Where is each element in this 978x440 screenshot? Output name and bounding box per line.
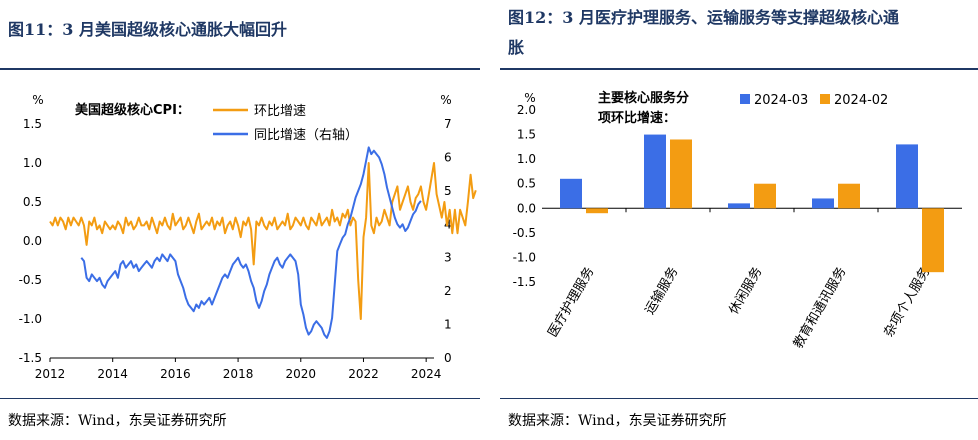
legend-title: 美国超级核心CPI： <box>75 102 190 118</box>
bar-y-tick-label: -1.5 <box>513 275 536 289</box>
series-line-yoy <box>80 146 422 339</box>
bar-y-tick-label: 1.5 <box>517 128 536 142</box>
x-tick-label: 2024 <box>411 367 442 381</box>
bar-2024-03-3 <box>812 198 834 209</box>
bar-legend-title-line1: 主要核心服务分 <box>598 90 689 106</box>
bar-category-label: 教育和通讯服务 <box>790 264 849 351</box>
left-y-tick-label: -0.5 <box>19 273 42 287</box>
right-y-tick-label: 2 <box>444 284 452 298</box>
right-y-tick-label: 5 <box>444 184 452 198</box>
bar-2024-02-1 <box>670 139 692 209</box>
left-y-tick-label: -1.5 <box>19 351 42 365</box>
legend-label-yoy: 同比增速（右轴） <box>254 128 358 143</box>
bar-legend-swatch-2024-03 <box>740 94 750 104</box>
bar-category-label: 运输服务 <box>642 264 682 317</box>
right-y-tick-label: 0 <box>444 351 452 365</box>
bar-y-tick-label: -1.0 <box>513 250 536 264</box>
bar-y-tick-label: 0.5 <box>517 177 536 191</box>
right-y-tick-label: 7 <box>444 117 452 131</box>
bar-2024-03-1 <box>644 134 666 209</box>
left-y-tick-label: 0.0 <box>23 234 42 248</box>
bar-category-label: 休闲服务 <box>726 264 766 317</box>
figure-12-bottom-rule <box>500 398 978 399</box>
right-y-unit: % <box>440 93 451 107</box>
bar-category-label: 医疗护理服务 <box>545 264 598 340</box>
figure-11-source: 数据来源：Wind，东吴证券研究所 <box>8 413 227 429</box>
bar-y-unit: % <box>524 91 535 105</box>
legend-label-mom: 环比增速 <box>254 104 306 119</box>
figure-11-title: 图11：3 月美国超级核心通胀大幅回升 <box>8 15 287 45</box>
bar-2024-02-0 <box>586 208 608 214</box>
bar-legend-label-2024-03: 2024-03 <box>754 93 808 108</box>
left-y-tick-label: 1.0 <box>23 156 42 170</box>
figure-11-panel: 图11：3 月美国超级核心通胀大幅回升 % % 美国超级核心CPI： 环比增速 … <box>0 0 480 440</box>
left-y-unit: % <box>32 93 43 107</box>
bar-category-label: 杂项个人服务 <box>881 264 934 340</box>
bar-y-tick-label: 2.0 <box>517 103 536 117</box>
left-y-tick-label: 1.5 <box>23 117 42 131</box>
bar-2024-02-4 <box>922 208 944 273</box>
right-y-tick-label: 6 <box>444 150 452 164</box>
x-tick-label: 2016 <box>160 367 191 381</box>
bar-legend-label-2024-02: 2024-02 <box>834 93 888 108</box>
x-tick-label: 2014 <box>97 367 128 381</box>
figure-12-top-rule <box>500 68 978 70</box>
bar-legend-swatch-2024-02 <box>820 94 830 104</box>
x-tick-label: 2018 <box>223 367 254 381</box>
bar-y-tick-label: 0.0 <box>517 201 536 215</box>
figure-12-source: 数据来源：Wind，东吴证券研究所 <box>508 413 727 429</box>
x-tick-label: 2020 <box>286 367 317 381</box>
figure-12-title-line1: 3 月医疗护理服务、运输服务等支撑超级核心通 <box>562 8 899 27</box>
bar-2024-02-2 <box>754 183 776 209</box>
x-tick-label: 2022 <box>348 367 379 381</box>
bar-2024-03-4 <box>896 144 918 209</box>
series-line-mom <box>49 162 477 320</box>
figure-11-number: 图11： <box>8 20 63 39</box>
bar-chart: % 主要核心服务分 项环比增速： 2024-03 2024-02 2.0 1.5 1… <box>513 90 962 351</box>
line-chart: % % 美国超级核心CPI： 环比增速 同比增速（右轴） 1.5 1.0 0.5 0.… <box>19 93 477 381</box>
figure-12-title: 图12：3 月医疗护理服务、运输服务等支撑超级核心通 胀 <box>508 3 899 63</box>
figure-11-title-text: 3 月美国超级核心通胀大幅回升 <box>62 20 287 39</box>
left-y-tick-label: 0.5 <box>23 195 42 209</box>
bar-2024-03-0 <box>560 178 582 209</box>
figure-11-top-rule <box>0 68 480 70</box>
figure-12-panel: 图12：3 月医疗护理服务、运输服务等支撑超级核心通 胀 % 主要核心服务分 项… <box>500 0 978 440</box>
bar-2024-02-3 <box>838 183 860 209</box>
figure-12-number: 图12： <box>508 8 563 27</box>
right-y-tick-label: 3 <box>444 251 452 265</box>
figure-12-title-line2: 胀 <box>508 38 525 57</box>
figure-11-bottom-rule <box>0 398 480 399</box>
bar-y-tick-label: 1.0 <box>517 152 536 166</box>
bar-y-tick-label: -0.5 <box>513 226 536 240</box>
left-y-tick-label: -1.0 <box>19 312 42 326</box>
bar-2024-03-2 <box>728 203 750 209</box>
right-y-tick-label: 1 <box>444 318 452 332</box>
x-tick-label: 2012 <box>35 367 66 381</box>
bar-legend-title-line2: 项环比增速： <box>598 110 676 126</box>
